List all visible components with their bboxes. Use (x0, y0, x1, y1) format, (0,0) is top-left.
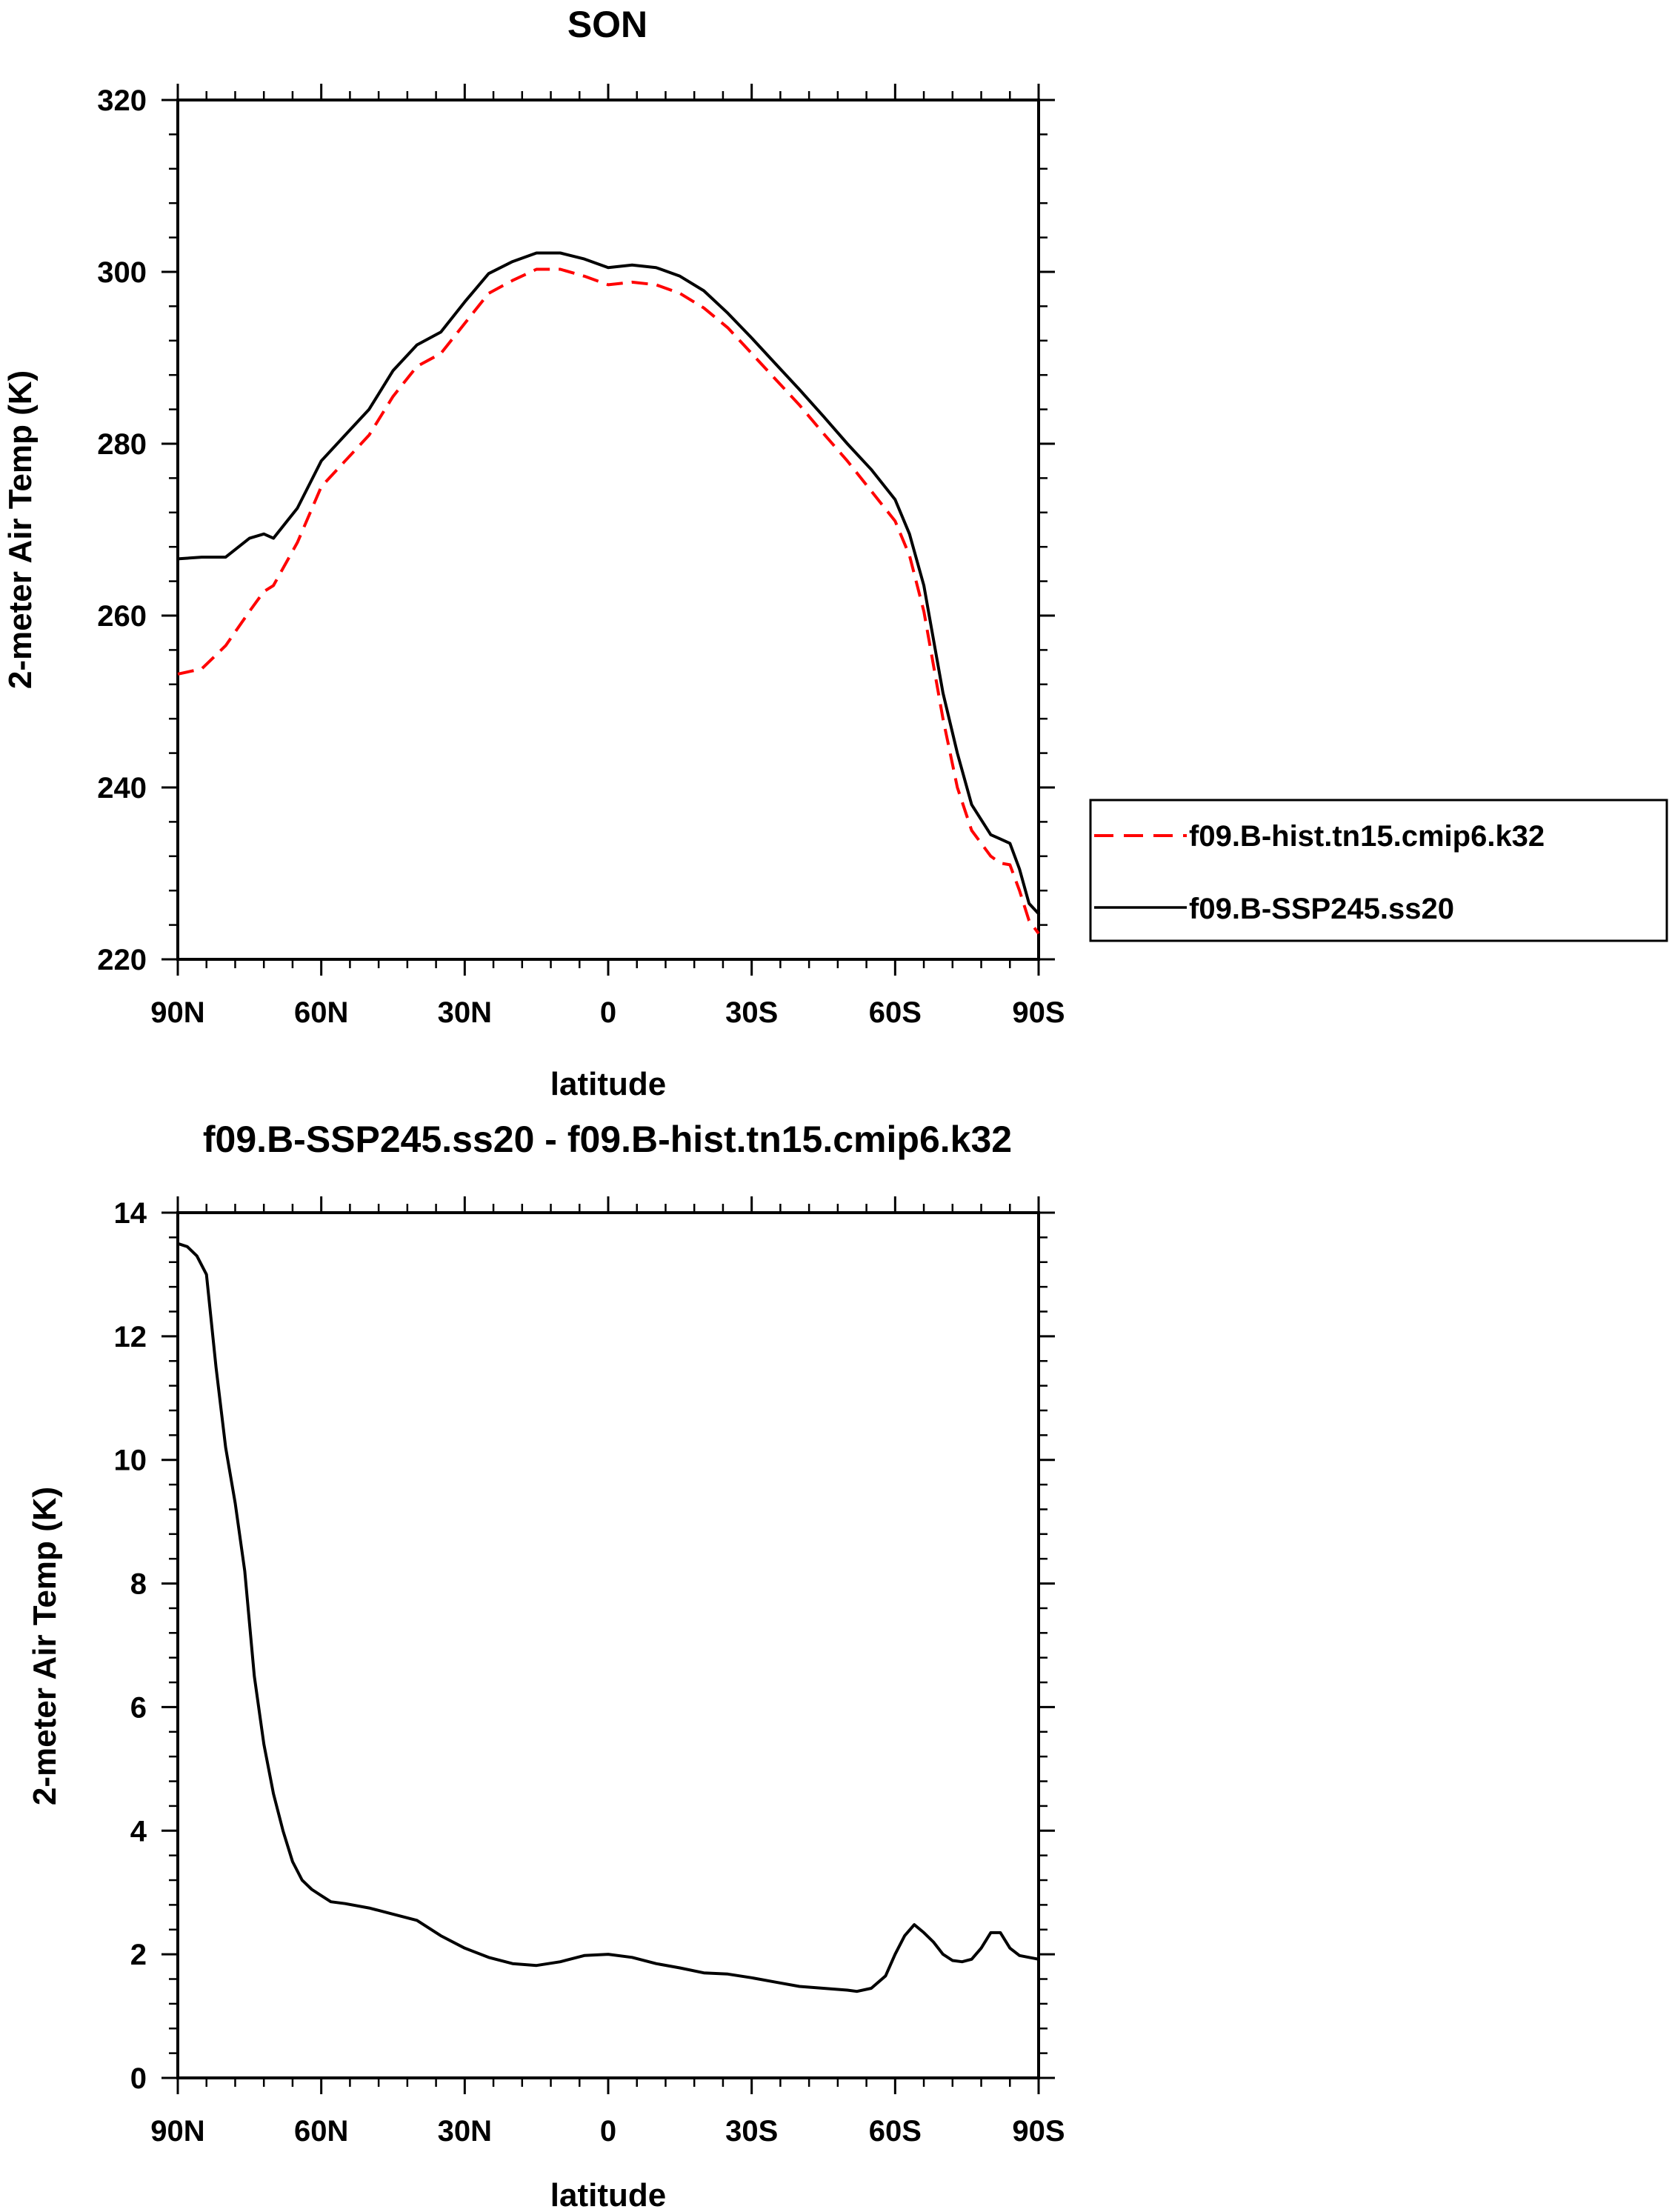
y-tick-label: 220 (97, 944, 147, 976)
y-tick-label: 320 (97, 84, 147, 117)
x-tick-label: 30N (438, 996, 492, 1029)
x-tick-label: 90N (150, 2115, 204, 2148)
x-axis-label: latitude (550, 2177, 666, 2212)
x-tick-label: 90N (150, 996, 204, 1029)
x-tick-label: 0 (600, 2115, 616, 2148)
x-tick-label: 60S (869, 2115, 922, 2148)
x-tick-label: 0 (600, 996, 616, 1029)
series-line-1 (176, 1242, 1040, 1993)
series-line-1 (177, 267, 1040, 935)
y-axis-label: 2-meter Air Temp (K) (2, 370, 39, 689)
y-tick-label: 0 (130, 2062, 147, 2095)
tick-marks (161, 1196, 1055, 2094)
y-tick-label: 260 (97, 600, 147, 633)
x-tick-label: 60N (294, 996, 348, 1029)
y-tick-label: 6 (130, 1691, 147, 1724)
legend-label-hist: f09.B-hist.tn15.cmip6.k32 (1189, 820, 1545, 853)
y-tick-label: 10 (114, 1445, 147, 1477)
series-lines (176, 251, 1040, 935)
y-tick-labels: 220 240 260 280 300 320 (97, 84, 147, 976)
chart-title: f09.B-SSP245.ss20 - f09.B-hist.tn15.cmip… (203, 1119, 1012, 1160)
x-tick-label: 90S (1012, 2115, 1065, 2148)
x-axis-label: latitude (550, 1066, 666, 1102)
x-tick-label: 30S (725, 2115, 778, 2148)
y-tick-label: 14 (114, 1197, 147, 1230)
x-tick-label: 30N (438, 2115, 492, 2148)
y-tick-label: 300 (97, 256, 147, 289)
legend-label-ssp: f09.B-SSP245.ss20 (1189, 893, 1454, 925)
y-tick-label: 240 (97, 772, 147, 804)
series-lines (176, 1242, 1040, 1993)
difference-chart: f09.B-SSP245.ss20 - f09.B-hist.tn15.cmip… (27, 1119, 1065, 2212)
x-tick-label: 30S (725, 996, 778, 1029)
legend-box (1089, 799, 1668, 942)
x-tick-labels: 90N 60N 30N 0 30S 60S 90S (150, 996, 1065, 1029)
y-tick-label: 2 (130, 1939, 147, 1971)
zonal-mean-chart: SON 90N 60N 30N 0 30S 60S 90S 220 240 260 280 300 3… (2, 4, 1668, 1102)
chart-title: SON (567, 4, 647, 45)
y-tick-label: 12 (114, 1321, 147, 1353)
x-tick-label: 90S (1012, 996, 1065, 1029)
y-axis-label: 2-meter Air Temp (K) (27, 1487, 63, 1805)
y-tick-labels: 0 2 4 6 8 10 12 14 (114, 1197, 147, 2095)
y-tick-label: 8 (130, 1568, 147, 1601)
x-tick-label: 60N (294, 2115, 348, 2148)
x-tick-label: 60S (869, 996, 922, 1029)
series-line-2 (176, 251, 1040, 916)
y-tick-label: 4 (130, 1815, 147, 1848)
x-tick-labels: 90N 60N 30N 0 30S 60S 90S (150, 2115, 1065, 2148)
legend: f09.B-hist.tn15.cmip6.k32 f09.B-SSP245.s… (1089, 799, 1668, 942)
tick-marks (161, 84, 1055, 976)
y-tick-label: 280 (97, 428, 147, 461)
